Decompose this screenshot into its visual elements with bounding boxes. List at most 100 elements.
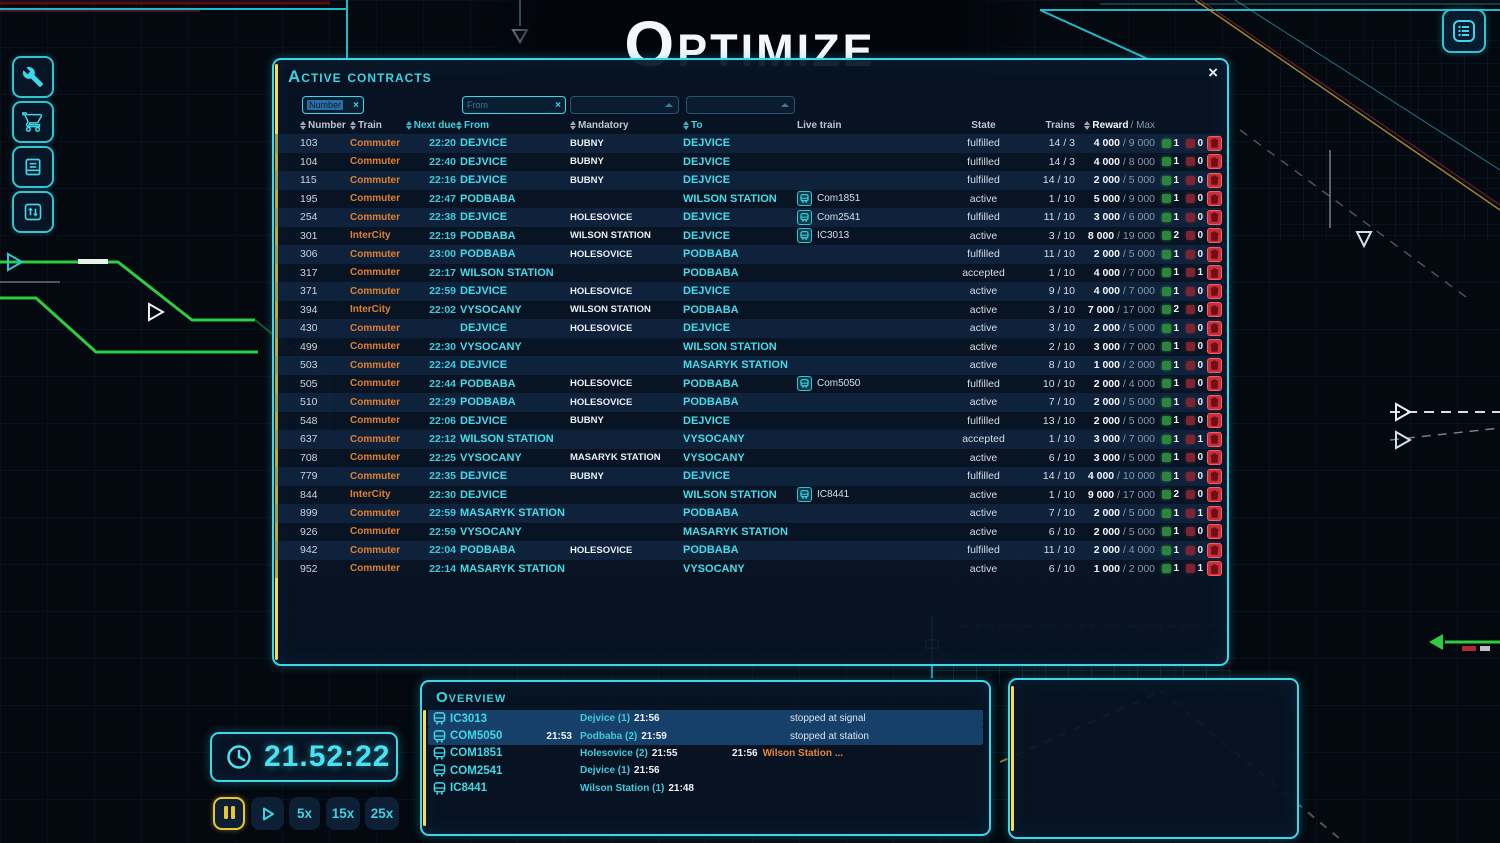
delete-contract-button[interactable] [1207,228,1222,244]
contract-row[interactable]: 952 Commuter 22:14 MASARYK STATION VYSOC… [274,559,1222,578]
delete-contract-button[interactable] [1207,450,1222,466]
assigned-counter[interactable]: 1 [1155,526,1179,537]
sidebar-item-schedules[interactable] [12,191,54,233]
column-header-number[interactable]: Number [300,120,350,131]
removed-counter[interactable]: 0 [1179,489,1203,500]
assigned-counter[interactable]: 1 [1155,341,1179,352]
delete-contract-button[interactable] [1207,561,1222,577]
column-header-mandatory[interactable]: Mandatory [570,120,683,131]
column-header-next-due[interactable]: Next due [405,120,456,131]
delete-contract-button[interactable] [1207,431,1222,447]
assigned-counter[interactable]: 1 [1155,471,1179,482]
contract-row[interactable]: 505 Commuter 22:44 PODBABA HOLESOVICE PO… [274,374,1222,393]
removed-counter[interactable]: 0 [1179,230,1203,241]
assigned-counter[interactable]: 1 [1155,378,1179,389]
assigned-counter[interactable]: 1 [1155,212,1179,223]
assigned-counter[interactable]: 2 [1155,230,1179,241]
assigned-counter[interactable]: 1 [1155,415,1179,426]
to-filter-dropdown[interactable] [686,96,795,114]
contract-row[interactable]: 104 Commuter 22:40 DEJVICE BUBNY DEJVICE… [274,152,1222,171]
delete-contract-button[interactable] [1207,302,1222,318]
contract-row[interactable]: 926 Commuter 22:59 VYSOCANY MASARYK STAT… [274,522,1222,541]
delete-contract-button[interactable] [1207,320,1222,336]
contract-row[interactable]: 371 Commuter 22:59 DEJVICE HOLESOVICE DE… [274,282,1222,301]
pause-button[interactable] [213,797,245,830]
removed-counter[interactable]: 0 [1179,526,1203,537]
delete-contract-button[interactable] [1207,357,1222,373]
contract-row[interactable]: 301 InterCity 22:19 PODBABA WILSON STATI… [274,226,1222,245]
overview-row[interactable]: COM1851 Holesovice (2) 21:55 21:56 Wilson … [428,745,983,762]
from-filter-input[interactable]: From × [462,96,566,114]
assigned-counter[interactable]: 1 [1155,452,1179,463]
column-header-to[interactable]: To [683,120,797,131]
sidebar-item-contracts[interactable] [12,146,54,188]
delete-contract-button[interactable] [1207,468,1222,484]
contract-row[interactable]: 195 Commuter 22:47 PODBABA WILSON STATIO… [274,189,1222,208]
speed-button-5x[interactable]: 5x [289,797,320,830]
speed-button-15x[interactable]: 15x [326,797,360,830]
removed-counter[interactable]: 0 [1179,138,1203,149]
play-button[interactable] [251,797,284,830]
assigned-counter[interactable]: 1 [1155,267,1179,278]
contract-row[interactable]: 548 Commuter 22:06 DEJVICE BUBNY DEJVICE… [274,411,1222,430]
removed-counter[interactable]: 1 [1179,508,1203,519]
assigned-counter[interactable]: 1 [1155,193,1179,204]
delete-contract-button[interactable] [1207,283,1222,299]
delete-contract-button[interactable] [1207,339,1222,355]
delete-contract-button[interactable] [1207,246,1222,262]
removed-counter[interactable]: 0 [1179,471,1203,482]
number-filter-input[interactable]: Number × [302,96,364,114]
removed-counter[interactable]: 0 [1179,249,1203,260]
contract-row[interactable]: 844 InterCity 22:30 DEJVICE WILSON STATI… [274,485,1222,504]
removed-counter[interactable]: 0 [1179,397,1203,408]
contract-row[interactable]: 317 Commuter 22:17 WILSON STATION PODBAB… [274,263,1222,282]
delete-contract-button[interactable] [1207,413,1222,429]
removed-counter[interactable]: 1 [1179,434,1203,445]
delete-contract-button[interactable] [1207,524,1222,540]
contract-row[interactable]: 779 Commuter 22:35 DEJVICE BUBNY DEJVICE… [274,467,1222,486]
removed-counter[interactable]: 0 [1179,341,1203,352]
removed-counter[interactable]: 0 [1179,175,1203,186]
delete-contract-button[interactable] [1207,487,1222,503]
removed-counter[interactable]: 0 [1179,545,1203,556]
removed-counter[interactable]: 0 [1179,378,1203,389]
removed-counter[interactable]: 0 [1179,193,1203,204]
column-header-reward-max[interactable]: Reward / Max [1075,120,1155,131]
column-header-from[interactable]: From [456,120,489,131]
contract-row[interactable]: 115 Commuter 22:16 DEJVICE BUBNY DEJVICE… [274,171,1222,190]
removed-counter[interactable]: 1 [1179,563,1203,574]
assigned-counter[interactable]: 1 [1155,563,1179,574]
removed-counter[interactable]: 0 [1179,286,1203,297]
clear-filter-icon[interactable]: × [353,99,359,111]
assigned-counter[interactable]: 2 [1155,304,1179,315]
contract-row[interactable]: 503 Commuter 22:24 DEJVICE MASARYK STATI… [274,356,1222,375]
delete-contract-button[interactable] [1207,505,1222,521]
contract-row[interactable]: 430 Commuter DEJVICE HOLESOVICE DEJVICE … [274,319,1222,338]
sidebar-item-build[interactable] [12,56,54,98]
assigned-counter[interactable]: 1 [1155,249,1179,260]
delete-contract-button[interactable] [1207,209,1222,225]
removed-counter[interactable]: 0 [1179,304,1203,315]
contract-row[interactable]: 254 Commuter 22:38 DEJVICE HOLESOVICE DE… [274,208,1222,227]
sidebar-item-shop[interactable] [12,101,54,143]
contract-row[interactable]: 103 Commuter 22:20 DEJVICE BUBNY DEJVICE… [274,134,1222,153]
menu-button[interactable] [1442,9,1486,53]
delete-contract-button[interactable] [1207,376,1222,392]
removed-counter[interactable]: 0 [1179,415,1203,426]
column-header-train[interactable]: Train [350,120,410,131]
assigned-counter[interactable]: 1 [1155,175,1179,186]
assigned-counter[interactable]: 1 [1155,397,1179,408]
close-icon[interactable]: × [1208,63,1218,82]
assigned-counter[interactable]: 1 [1155,286,1179,297]
contract-row[interactable]: 637 Commuter 22:12 WILSON STATION VYSOCA… [274,430,1222,449]
assigned-counter[interactable]: 1 [1155,360,1179,371]
removed-counter[interactable]: 0 [1179,360,1203,371]
overview-row[interactable]: COM5050 21:53 Podbaba (2) 21:59 stopped a… [428,727,983,745]
contract-row[interactable]: 499 Commuter 22:30 VYSOCANY WILSON STATI… [274,337,1222,356]
delete-contract-button[interactable] [1207,265,1222,281]
delete-contract-button[interactable] [1207,172,1222,188]
removed-counter[interactable]: 1 [1179,267,1203,278]
overview-row[interactable]: COM2541 Dejvice (1) 21:56 [428,762,983,779]
delete-contract-button[interactable] [1207,154,1222,170]
removed-counter[interactable]: 0 [1179,212,1203,223]
